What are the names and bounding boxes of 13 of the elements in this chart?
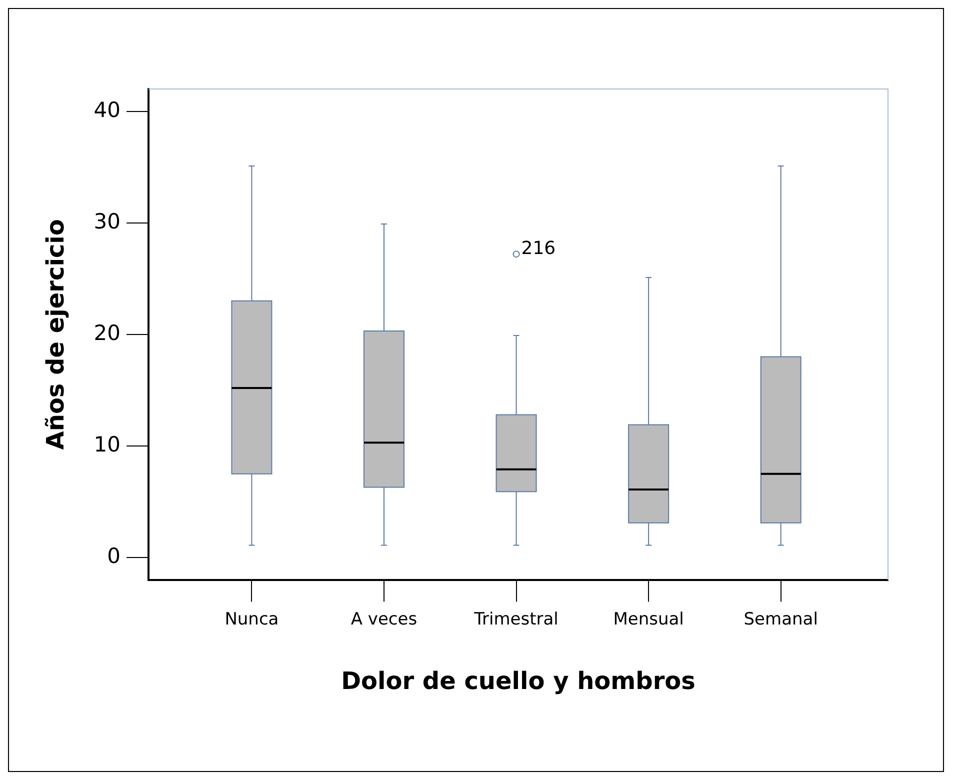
y-tick-label: 40 — [94, 98, 121, 122]
x-axis-title: Dolor de cuello y hombros — [341, 666, 696, 695]
y-tick-label: 30 — [94, 209, 121, 234]
annotation: 216 — [521, 238, 556, 259]
y-tick-label: 10 — [94, 432, 121, 456]
x-tick-label: Semanal — [744, 609, 818, 630]
y-tick-label: 0 — [107, 544, 121, 568]
x-tick-label: Mensual — [613, 609, 684, 630]
y-tick-label: 20 — [94, 320, 121, 345]
y-axis-title: Años de ejercicio — [42, 219, 70, 450]
x-tick-label: Trimestral — [473, 609, 558, 630]
x-tick-label: Nunca — [224, 609, 279, 630]
x-tick-label: A veces — [350, 609, 418, 630]
